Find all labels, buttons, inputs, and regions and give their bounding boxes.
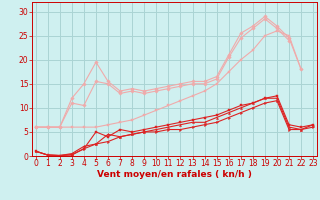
X-axis label: Vent moyen/en rafales ( kn/h ): Vent moyen/en rafales ( kn/h ) [97, 170, 252, 179]
